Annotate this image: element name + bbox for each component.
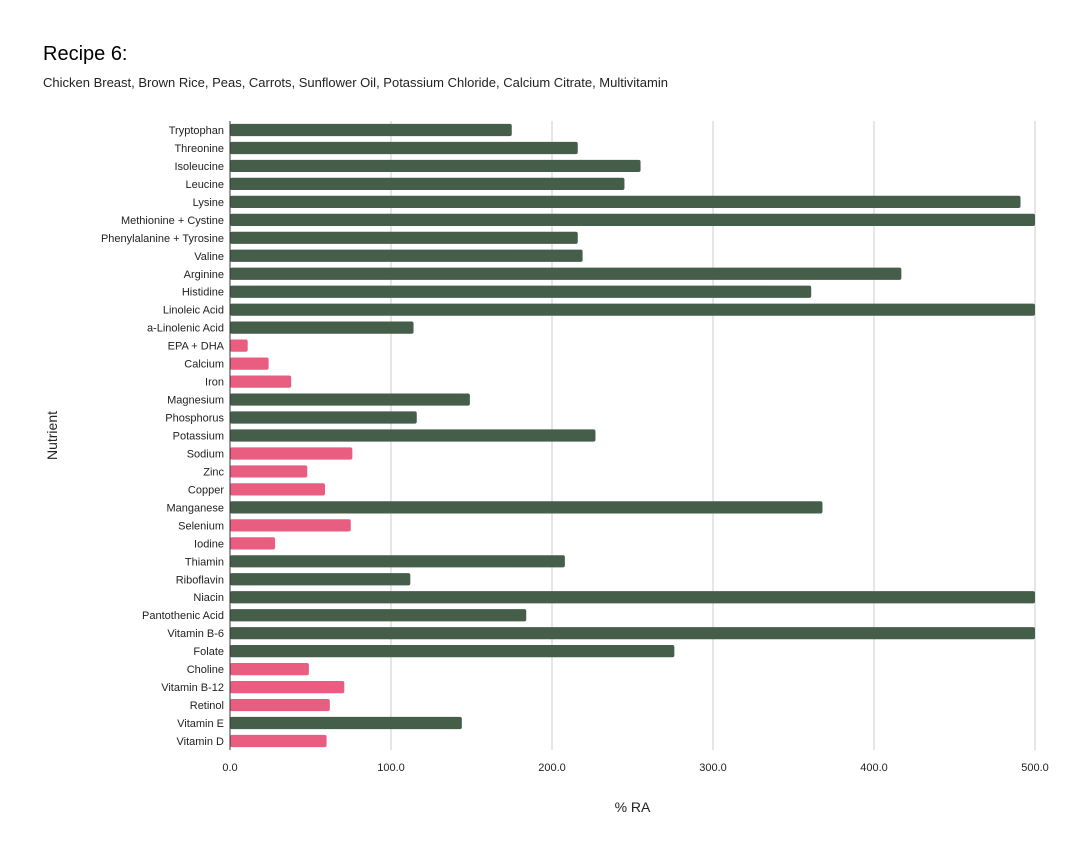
- category-label: Vitamin B-6: [167, 628, 224, 640]
- bar: [230, 159, 641, 173]
- category-label: Riboflavin: [176, 574, 224, 586]
- bar: [230, 609, 527, 622]
- bar: [230, 267, 902, 280]
- x-tick-labels: 0.0 100.0 200.0 300.0 400.0 500.0: [222, 762, 1048, 774]
- bar: [230, 411, 417, 424]
- category-label: Retinol: [190, 700, 224, 712]
- bar: [230, 393, 470, 406]
- bar: [230, 321, 414, 334]
- bar: [230, 537, 276, 550]
- category-label: Tryptophan: [169, 125, 224, 137]
- bar: [230, 573, 411, 586]
- bar: [230, 177, 625, 191]
- category-label: Threonine: [174, 143, 224, 155]
- category-label: Calcium: [184, 359, 224, 371]
- category-label: Lysine: [193, 197, 224, 209]
- category-label: Vitamin B-12: [161, 682, 224, 694]
- bar: [230, 483, 325, 496]
- category-label: Leucine: [185, 179, 224, 191]
- category-label: Linoleic Acid: [163, 305, 224, 317]
- bar: [230, 627, 1035, 640]
- bar: [230, 141, 578, 155]
- category-label: Folate: [193, 646, 224, 658]
- category-label: Vitamin E: [177, 718, 224, 730]
- x-tick-label: 100.0: [377, 762, 405, 774]
- bar: [230, 339, 248, 352]
- x-tick-label: 400.0: [860, 762, 888, 774]
- category-label: Isoleucine: [174, 161, 224, 173]
- category-label: EPA + DHA: [168, 341, 225, 353]
- category-label: Histidine: [182, 287, 224, 299]
- bar: [230, 123, 512, 137]
- category-label: Thiamin: [185, 556, 224, 568]
- bar: [230, 249, 583, 262]
- category-label: Phenylalanine + Tyrosine: [101, 233, 224, 245]
- bar: [230, 465, 308, 478]
- bar: [230, 591, 1035, 604]
- bar: [230, 285, 812, 298]
- category-label: Copper: [188, 484, 224, 496]
- bar: [230, 645, 675, 658]
- category-label: Pantothenic Acid: [142, 610, 224, 622]
- bar: [230, 501, 823, 514]
- category-label: Iodine: [194, 538, 224, 550]
- chart-title: Recipe 6:: [43, 43, 128, 65]
- bar: [230, 519, 351, 532]
- category-label: Sodium: [187, 448, 224, 460]
- category-label: Selenium: [178, 520, 224, 532]
- y-axis-title: Nutrient: [44, 411, 60, 460]
- category-label: Zinc: [203, 466, 224, 478]
- bar: [230, 698, 330, 712]
- category-label: Choline: [187, 664, 224, 676]
- bar: [230, 357, 269, 370]
- category-labels: Tryptophan Threonine Isoleucine Leucine Lysi…: [101, 125, 225, 748]
- bar: [230, 555, 565, 568]
- bar: [230, 195, 1021, 208]
- category-label: Methionine + Cystine: [121, 215, 224, 227]
- category-label: Magnesium: [167, 395, 224, 407]
- bar: [230, 447, 353, 460]
- category-label: Arginine: [184, 269, 224, 281]
- chart-subtitle: Chicken Breast, Brown Rice, Peas, Carrot…: [43, 75, 668, 90]
- bar: [230, 303, 1035, 316]
- bar: [230, 680, 345, 694]
- category-label: a-Linolenic Acid: [147, 323, 224, 335]
- bar: [230, 663, 309, 676]
- bar: [230, 375, 292, 388]
- x-axis-title: % RA: [615, 799, 651, 815]
- category-label: Iron: [205, 377, 224, 389]
- category-label: Valine: [194, 251, 224, 263]
- x-tick-label: 300.0: [699, 762, 727, 774]
- category-label: Phosphorus: [165, 413, 224, 425]
- bar: [230, 231, 578, 244]
- bars: [230, 123, 1035, 748]
- bar: [230, 213, 1035, 226]
- category-label: Vitamin D: [177, 736, 225, 748]
- x-tick-label: 200.0: [538, 762, 566, 774]
- bar: [230, 716, 462, 730]
- bar: [230, 429, 596, 442]
- category-label: Potassium: [173, 431, 224, 443]
- x-tick-label: 0.0: [222, 762, 237, 774]
- category-label: Manganese: [167, 502, 225, 514]
- bar: [230, 734, 327, 748]
- x-tick-label: 500.0: [1021, 762, 1049, 774]
- category-label: Niacin: [193, 592, 224, 604]
